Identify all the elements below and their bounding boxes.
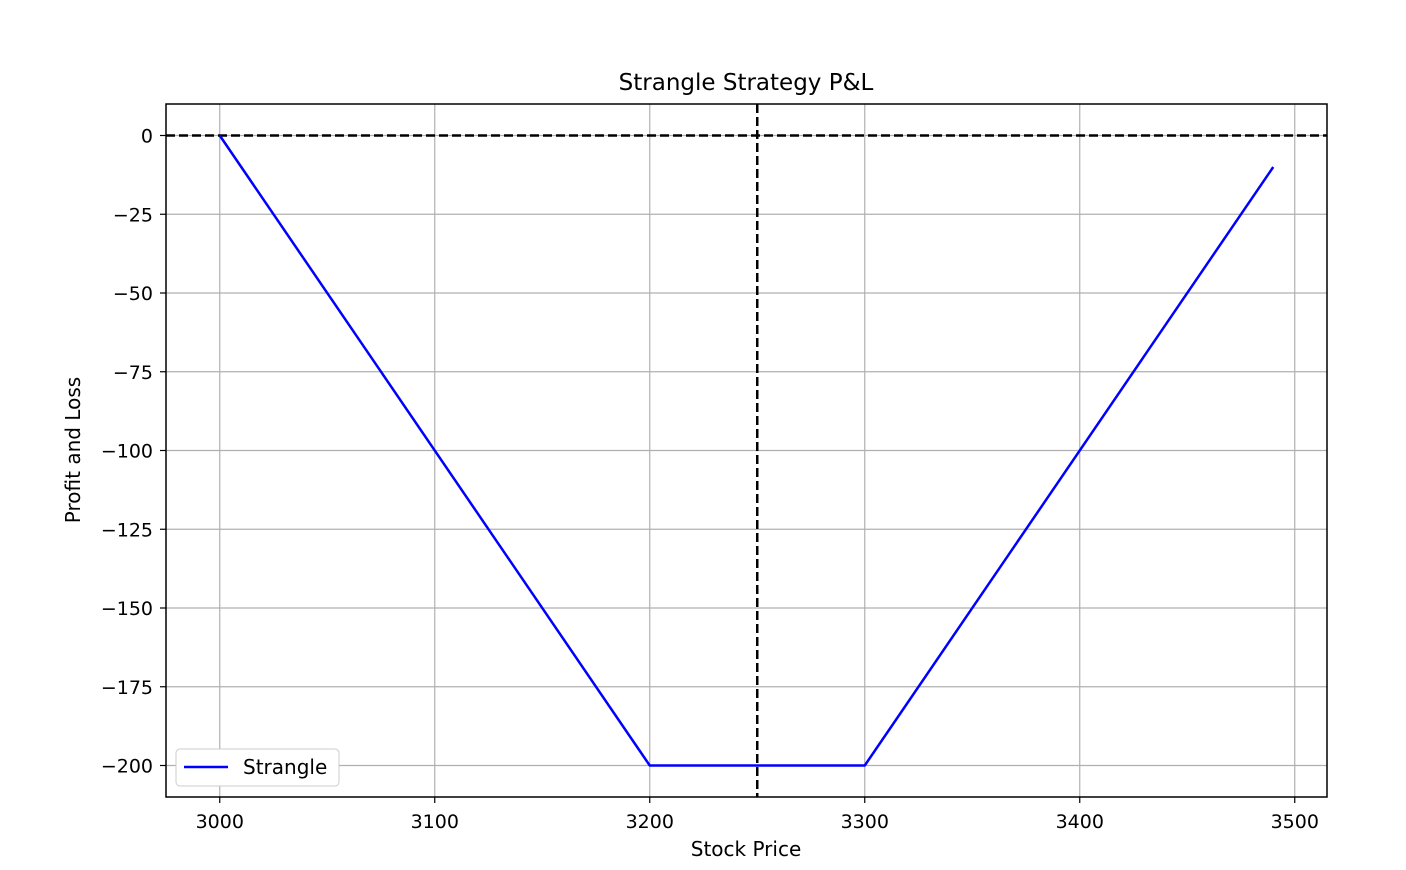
y-tick-label: −100	[101, 441, 153, 463]
y-tick-label: −75	[113, 362, 153, 384]
y-tick-label: −150	[101, 598, 153, 620]
y-tick-label: −125	[101, 519, 153, 541]
series-lines	[218, 134, 1275, 767]
x-tick-label: 3300	[841, 811, 889, 833]
x-tick-label: 3200	[626, 811, 674, 833]
reference-lines	[166, 104, 1327, 797]
x-tick-label: 3500	[1271, 811, 1319, 833]
legend: Strangle	[175, 748, 340, 787]
y-tick-label: −25	[113, 204, 153, 226]
x-axis-ticks: 3000 3100 3200 3300 3400 3500	[196, 797, 1319, 833]
y-tick-label: 0	[141, 126, 153, 148]
y-tick-label: −175	[101, 677, 153, 699]
series-line-strangle	[218, 134, 1275, 767]
y-tick-label: −50	[113, 283, 153, 305]
x-tick-label: 3000	[196, 811, 244, 833]
legend-label-strangle: Strangle	[243, 755, 327, 779]
x-tick-label: 3400	[1056, 811, 1104, 833]
y-tick-label: −200	[101, 756, 153, 778]
x-axis-label: Stock Price	[691, 837, 802, 861]
x-tick-label: 3100	[411, 811, 459, 833]
y-axis-ticks: 0 −25 −50 −75 −100 −125 −150 −175 −200	[101, 126, 166, 778]
y-axis-label: Profit and Loss	[61, 377, 85, 523]
chart-title: Strangle Strategy P&L	[619, 70, 874, 96]
legend-box	[175, 748, 340, 787]
